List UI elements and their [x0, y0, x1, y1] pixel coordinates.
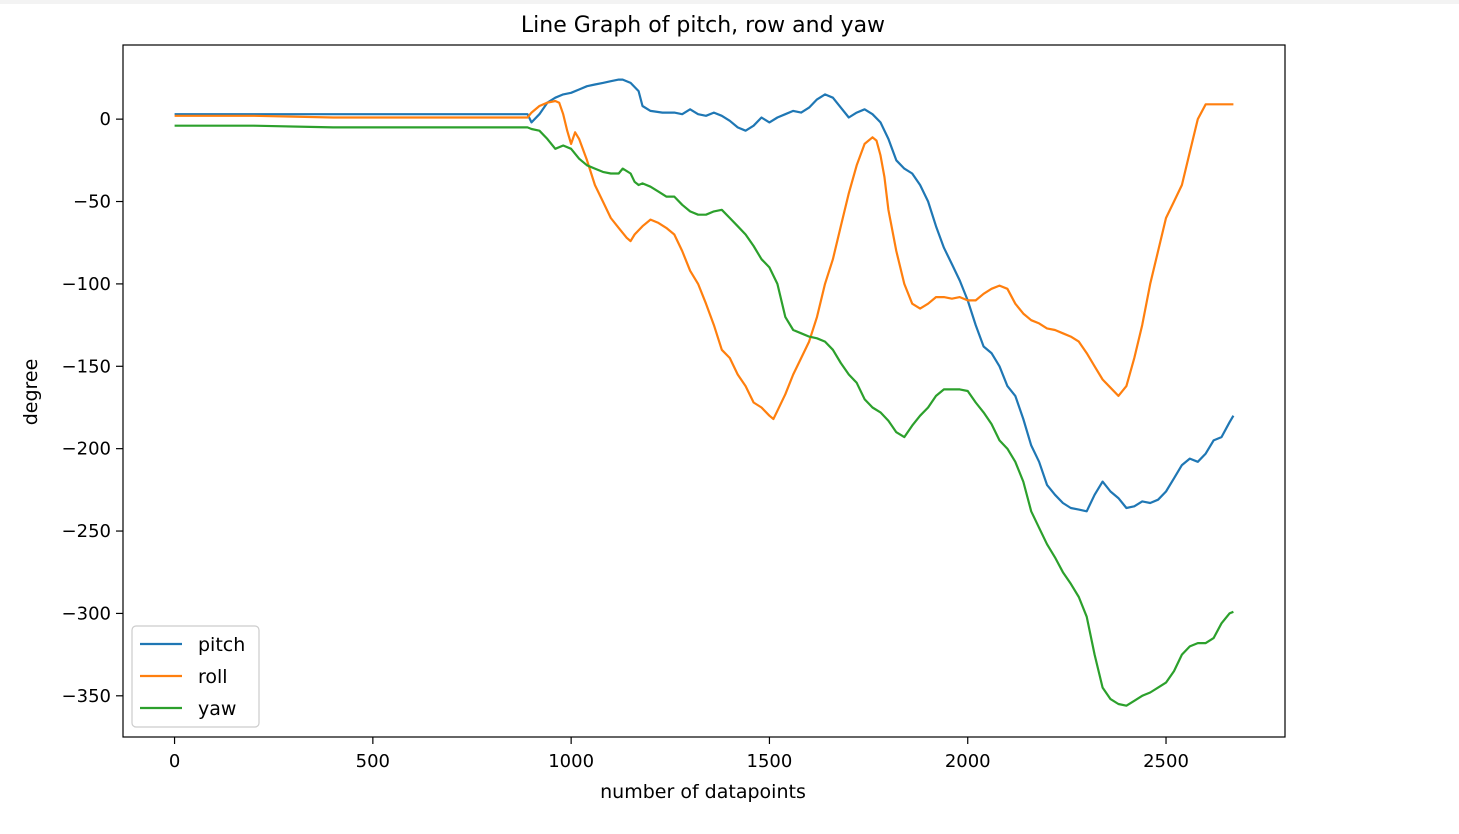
y-tick-label: −350 [62, 686, 111, 707]
x-tick-label: 1000 [548, 751, 594, 772]
legend-label-yaw: yaw [198, 698, 236, 720]
legend-label-roll: roll [198, 666, 228, 688]
y-axis-label: degree [20, 359, 42, 426]
series-line-yaw [174, 124, 1234, 707]
ticks-layer: 0 500 1000 1500 2000 2500 0 −50 −100 −150 −200 −250… [62, 109, 1189, 772]
x-tick-label: 500 [356, 751, 390, 772]
x-axis-label: number of datapoints [600, 781, 806, 803]
y-tick-label: −250 [62, 521, 111, 542]
y-tick-label: 0 [100, 109, 111, 130]
series-line-roll [174, 99, 1234, 421]
y-tick-label: −100 [62, 274, 111, 295]
series-line-pitch [174, 78, 1235, 513]
y-tick-label: −300 [62, 603, 111, 624]
window-top-strip [0, 0, 1459, 4]
x-tick-label: 1500 [747, 751, 793, 772]
legend-box [131, 625, 260, 728]
y-tick-label: −150 [62, 356, 111, 377]
axes-frame [122, 44, 1286, 738]
y-tick-label: −50 [73, 192, 111, 213]
x-tick-label: 2500 [1143, 751, 1189, 772]
x-tick-label: 0 [169, 751, 180, 772]
series-layer [174, 78, 1235, 707]
legend: pitch roll yaw [131, 625, 260, 728]
chart-title: Line Graph of pitch, row and yaw [521, 13, 885, 38]
legend-label-pitch: pitch [198, 634, 245, 656]
y-tick-label: −200 [62, 439, 111, 460]
x-tick-label: 2000 [945, 751, 991, 772]
